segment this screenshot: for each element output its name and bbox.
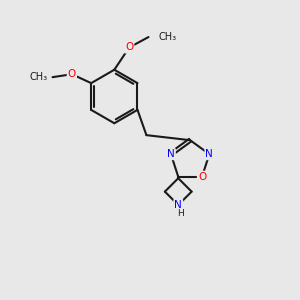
Text: O: O (125, 43, 133, 52)
Text: O: O (68, 69, 76, 79)
Text: O: O (198, 172, 206, 182)
Text: H: H (177, 208, 184, 217)
Text: CH₃: CH₃ (159, 32, 177, 42)
Text: CH₃: CH₃ (30, 72, 48, 82)
Text: N: N (174, 200, 182, 210)
Text: N: N (206, 149, 213, 159)
Text: N: N (167, 149, 175, 159)
